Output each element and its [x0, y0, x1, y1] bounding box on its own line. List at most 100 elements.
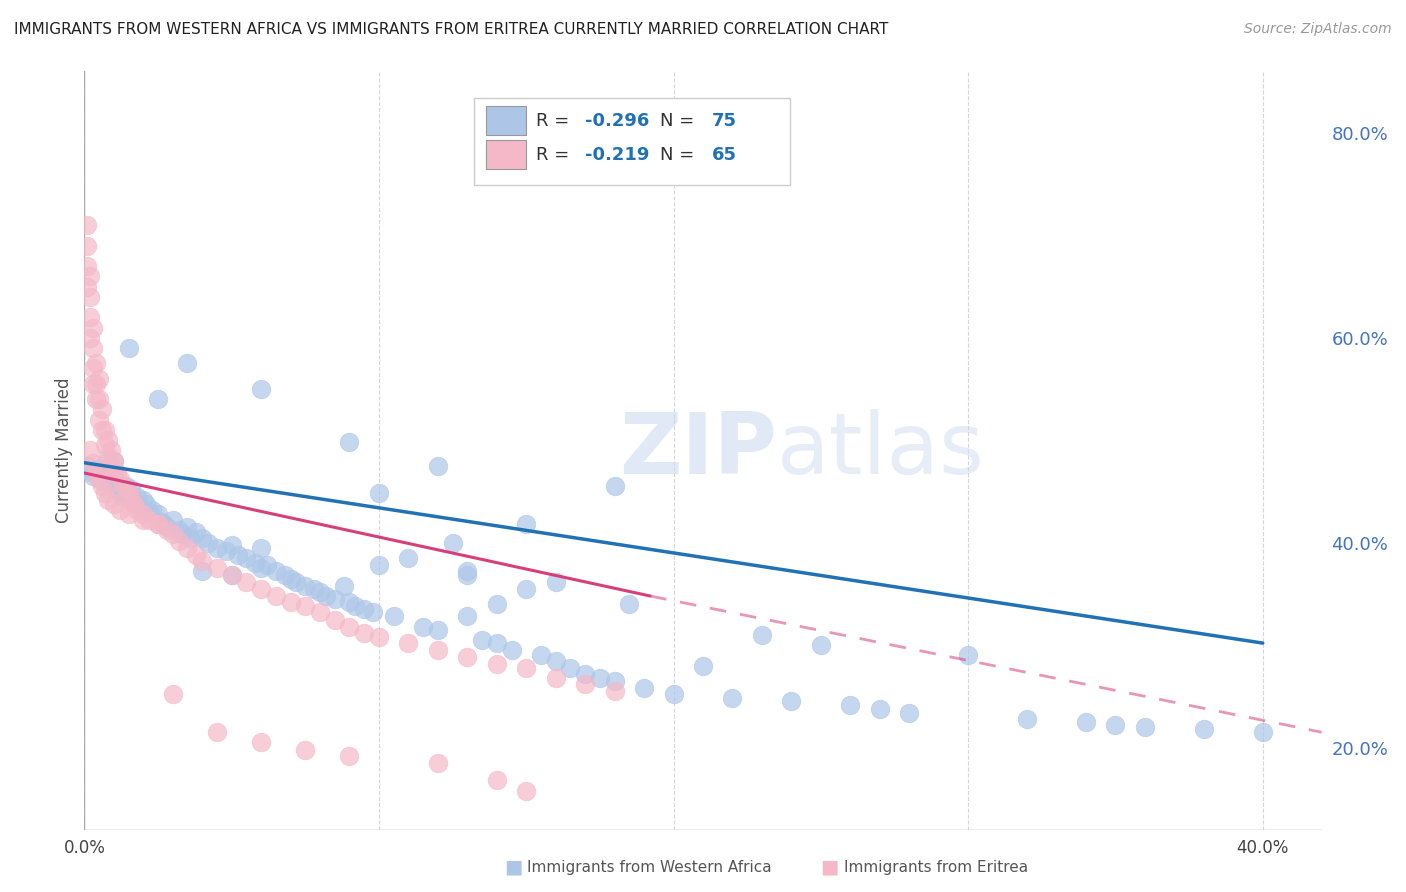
Point	[114, 483, 136, 497]
Point	[82, 456, 104, 470]
Point	[368, 486, 391, 500]
Point	[132, 513, 155, 527]
Point	[205, 541, 228, 555]
Text: ZIP: ZIP	[620, 409, 778, 492]
Point	[780, 694, 803, 708]
Point	[87, 472, 110, 486]
Point	[603, 673, 626, 688]
Point	[79, 310, 101, 325]
Text: 75: 75	[711, 112, 737, 129]
Point	[82, 361, 104, 376]
Point	[191, 565, 214, 579]
Y-axis label: Currently Married: Currently Married	[55, 377, 73, 524]
Point	[426, 756, 449, 770]
Point	[662, 687, 685, 701]
Point	[186, 525, 208, 540]
Text: 65: 65	[711, 145, 737, 164]
Point	[91, 423, 114, 437]
FancyBboxPatch shape	[486, 106, 526, 135]
Point	[167, 533, 190, 548]
Point	[108, 484, 131, 499]
Text: IMMIGRANTS FROM WESTERN AFRICA VS IMMIGRANTS FROM ERITREA CURRENTLY MARRIED CORR: IMMIGRANTS FROM WESTERN AFRICA VS IMMIGR…	[14, 22, 889, 37]
Text: ■: ■	[503, 857, 523, 877]
Point	[1192, 722, 1215, 736]
Point	[250, 541, 273, 555]
Point	[162, 527, 184, 541]
Point	[339, 748, 361, 763]
Point	[898, 706, 921, 720]
Point	[94, 456, 117, 470]
Point	[810, 638, 832, 652]
Point	[839, 698, 862, 712]
Point	[221, 568, 243, 582]
Point	[309, 605, 332, 619]
Point	[396, 551, 419, 566]
Point	[135, 497, 157, 511]
Point	[530, 648, 553, 663]
Point	[205, 561, 228, 575]
Point	[485, 597, 508, 611]
Point	[179, 531, 201, 545]
Point	[221, 568, 243, 582]
Point	[250, 582, 273, 596]
Point	[1074, 714, 1097, 729]
Point	[91, 479, 114, 493]
Point	[82, 376, 104, 391]
Point	[221, 538, 243, 552]
Text: ■: ■	[820, 857, 839, 877]
Point	[141, 503, 163, 517]
Point	[368, 558, 391, 573]
Point	[560, 661, 582, 675]
Point	[368, 630, 391, 644]
Point	[544, 653, 567, 667]
Point	[294, 599, 316, 614]
Point	[94, 438, 117, 452]
FancyBboxPatch shape	[486, 140, 526, 169]
Point	[87, 413, 110, 427]
Point	[84, 356, 107, 370]
Point	[273, 568, 295, 582]
Point	[250, 382, 273, 396]
Point	[87, 372, 110, 386]
Point	[323, 613, 346, 627]
Point	[156, 524, 179, 538]
Point	[205, 725, 228, 739]
Point	[103, 464, 125, 478]
Point	[117, 341, 139, 355]
Point	[339, 620, 361, 634]
Point	[176, 520, 198, 534]
Point	[456, 568, 478, 582]
Point	[87, 466, 110, 480]
Point	[79, 269, 101, 284]
Point	[544, 574, 567, 589]
Text: atlas: atlas	[778, 409, 986, 492]
Point	[153, 517, 176, 532]
Point	[692, 658, 714, 673]
Point	[501, 643, 523, 657]
Point	[138, 505, 160, 519]
Point	[603, 479, 626, 493]
Point	[1015, 712, 1038, 726]
Point	[132, 492, 155, 507]
Point	[176, 356, 198, 370]
Text: -0.219: -0.219	[585, 145, 650, 164]
Point	[105, 476, 128, 491]
Point	[191, 531, 214, 545]
Point	[603, 684, 626, 698]
Point	[84, 466, 107, 480]
Point	[280, 572, 302, 586]
Point	[280, 595, 302, 609]
Point	[79, 464, 101, 478]
Point	[76, 238, 98, 252]
Point	[121, 492, 143, 507]
Point	[285, 574, 308, 589]
Point	[485, 657, 508, 671]
Point	[82, 469, 104, 483]
Point	[105, 466, 128, 480]
Point	[84, 462, 107, 476]
Point	[1104, 718, 1126, 732]
Point	[176, 541, 198, 555]
Point	[127, 503, 149, 517]
Point	[485, 636, 508, 650]
Point	[264, 565, 287, 579]
